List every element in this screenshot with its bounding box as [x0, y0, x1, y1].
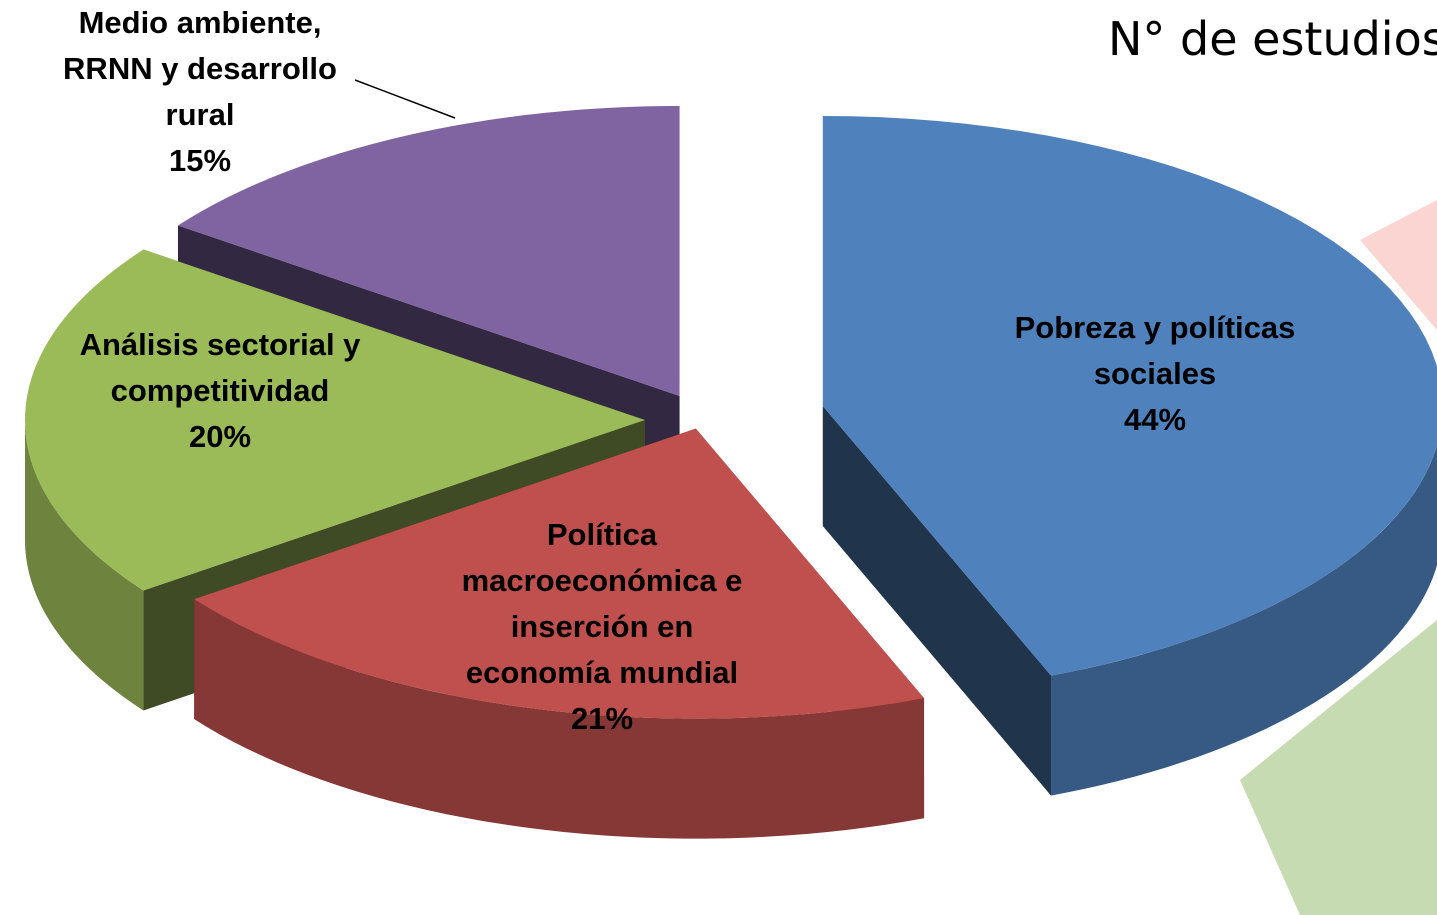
value-label: 21%: [570, 701, 634, 736]
category-label: Pobreza y políticas sociales: [1014, 310, 1296, 391]
slice-outer-wall: [1051, 445, 1437, 796]
value-label: 44%: [1123, 402, 1187, 437]
decoration: [1360, 200, 1437, 330]
category-label: Medio ambiente, RRNN y desarrollo rural: [63, 5, 337, 132]
value-label: 15%: [168, 143, 232, 178]
pie-slice: [25, 249, 645, 591]
category-label: Análisis sectorial y competitividad: [79, 327, 361, 408]
leader-line: [354, 79, 456, 119]
pie-slice: [822, 115, 1437, 676]
value-label: 20%: [188, 419, 252, 454]
data-label: Análisis sectorial y competitividad 20%: [50, 322, 390, 460]
pie-slice: [194, 428, 925, 719]
slice-outer-wall: [25, 420, 144, 711]
slice-outer-wall: [194, 599, 925, 839]
data-label: Política macroeconómica e inserción en e…: [437, 512, 767, 742]
decoration: [1240, 620, 1437, 915]
pie-slice: [177, 105, 680, 396]
data-label: Pobreza y políticas sociales 44%: [985, 305, 1325, 443]
data-label: Medio ambiente, RRNN y desarrollo rural 1…: [40, 0, 360, 184]
slice-inner-wall: [822, 405, 1052, 796]
chart-title: N° de estudios:: [1108, 12, 1437, 66]
slices: [25, 105, 1437, 839]
category-label: Política macroeconómica e inserción en e…: [461, 517, 743, 690]
